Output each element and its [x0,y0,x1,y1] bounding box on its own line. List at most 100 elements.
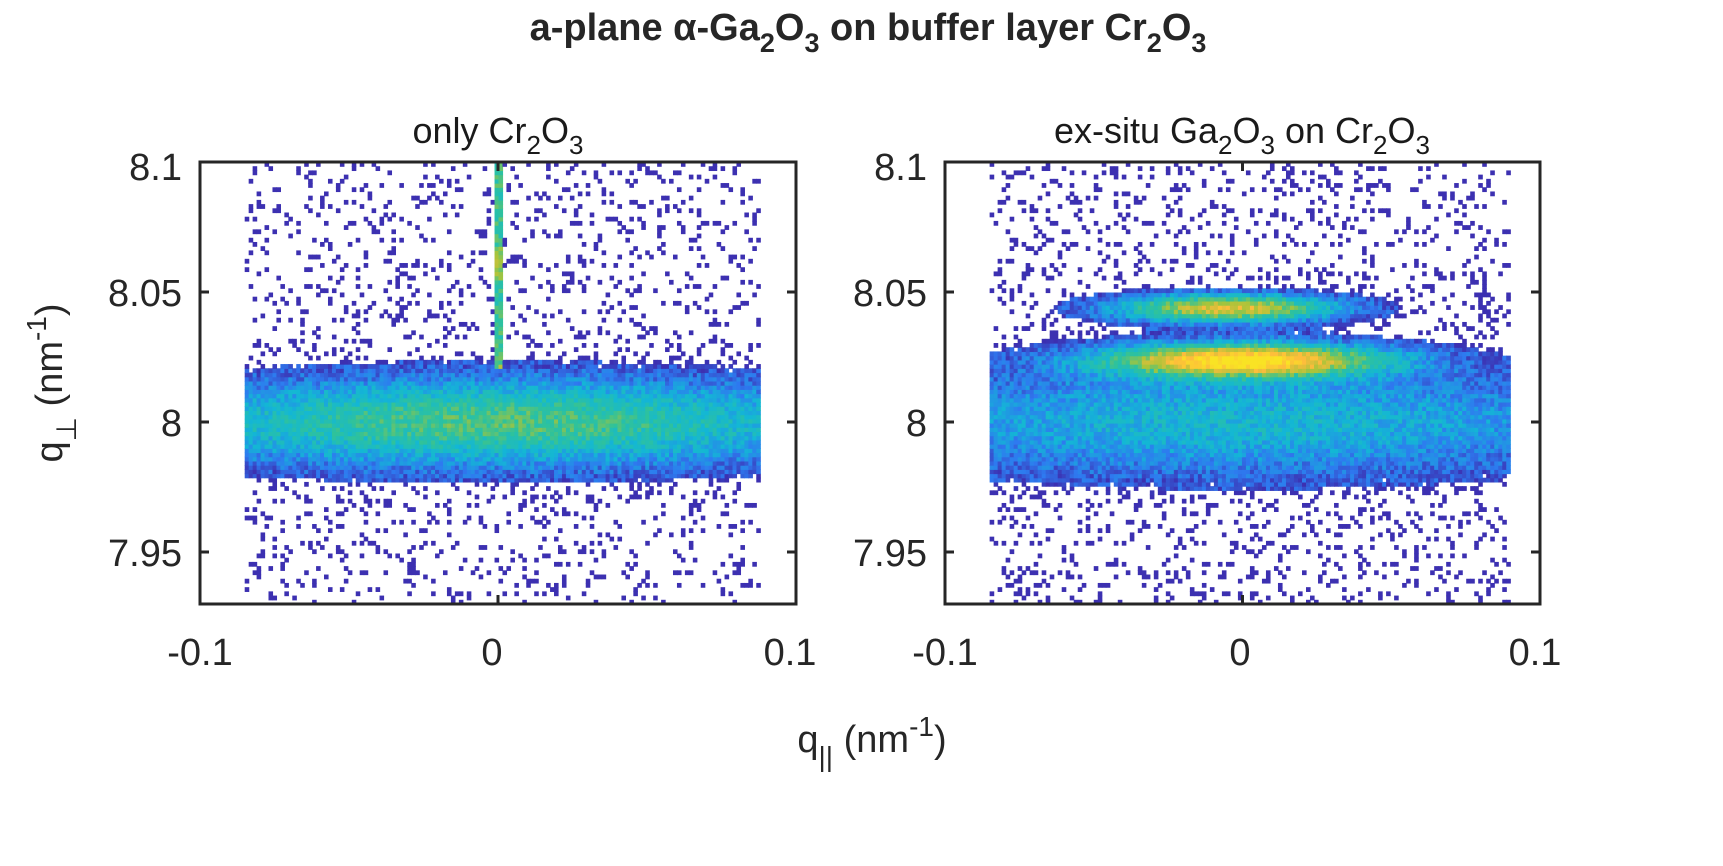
heatmap-cell [494,368,500,374]
heatmap-cell [530,444,535,449]
heatmap-cell [593,452,599,458]
heatmap-cell [490,448,496,454]
heatmap-cell [327,553,333,559]
heatmap-cell [696,427,702,433]
heatmap-cell [522,465,527,470]
heatmap-cell [335,465,341,470]
heatmap-cell [494,439,500,445]
heatmap-cell [561,507,567,512]
heatmap-cell [661,511,666,517]
heatmap-cell [339,414,345,420]
heatmap-cell [431,313,436,319]
heatmap-cell [637,368,642,374]
heatmap-cell [435,490,440,496]
heatmap-cell [613,444,619,449]
heatmap-cell [300,406,305,411]
heatmap-cell [276,389,281,395]
heatmap-cell [300,401,305,407]
heatmap-cell [482,372,488,378]
heatmap-cell [748,359,753,365]
heatmap-cell [728,393,734,399]
heatmap-cell [542,473,547,479]
heatmap-cell [268,435,274,441]
heatmap-cell [653,372,658,378]
heatmap-cell [522,435,527,441]
heatmap-cell [335,477,341,483]
heatmap-cell [546,473,551,479]
heatmap-cell [510,364,515,369]
heatmap-cell [756,448,761,454]
heatmap-cell [736,431,742,437]
heatmap-cell [387,456,393,462]
heatmap-cell [665,368,670,374]
heatmap-cell [399,439,404,445]
heatmap-cell [339,376,345,382]
heatmap-cell [716,460,722,466]
heatmap-cell [387,199,393,205]
heatmap-cell [248,355,254,361]
heatmap-cell [387,444,393,449]
heatmap-cell [320,389,325,395]
heatmap-cell [375,460,381,466]
heatmap-cell [371,397,377,403]
heatmap-cell [308,422,313,428]
heatmap-cell [740,448,745,454]
heatmap-cell [649,473,654,479]
heatmap-cell [490,397,496,403]
heatmap-cell [280,422,285,428]
heatmap-cell [300,439,305,445]
heatmap-cell [359,540,365,546]
heatmap-cell [506,439,512,445]
heatmap-cell [645,406,650,411]
heatmap-cell [486,473,492,479]
heatmap-cell [419,380,424,386]
heatmap-cell [395,376,400,382]
heatmap-cell [534,343,539,348]
heatmap-cell [724,183,730,188]
heatmap-cell [577,254,583,260]
heatmap-cell [427,444,432,449]
heatmap-cell [736,397,742,403]
heatmap-cell [367,444,373,449]
heatmap-cell [526,216,531,222]
heatmap-cell [458,431,464,437]
heatmap-cell [391,477,396,483]
heatmap-cell [716,422,722,428]
heatmap-cell [331,410,337,416]
heatmap-cell [669,372,674,378]
heatmap-cell [752,212,757,218]
heatmap-cell [526,477,531,483]
heatmap-cell [482,385,488,390]
heatmap-cell [645,435,650,441]
heatmap-cell [661,435,666,441]
heatmap-cell [260,204,266,209]
heatmap-cell [716,439,722,445]
heatmap-cell [387,250,393,256]
heatmap-cell [641,460,646,466]
heatmap-cell [720,435,726,441]
heatmap-cell [597,498,603,504]
heatmap-cell [696,469,702,475]
heatmap-cell [542,515,547,521]
heatmap-cell [494,330,500,336]
heatmap-cell [645,469,650,475]
heatmap-cell [292,448,297,454]
heatmap-cell [458,406,464,411]
heatmap-cell [720,469,726,475]
heatmap-cell [625,473,630,479]
heatmap-cell [395,439,400,445]
heatmap-cell [427,477,432,483]
heatmap-cell [720,380,726,386]
heatmap-cell [335,511,341,517]
heatmap-cell [633,460,638,466]
heatmap-cell [593,170,599,176]
heatmap-cell [613,284,619,289]
heatmap-cell [665,372,670,378]
heatmap-cell [665,389,670,395]
heatmap-cell [530,229,535,235]
heatmap-cell [371,444,377,449]
heatmap-cell [510,359,515,365]
heatmap-cell [530,515,535,521]
heatmap-cell [744,427,749,433]
heatmap-cell [684,364,690,369]
